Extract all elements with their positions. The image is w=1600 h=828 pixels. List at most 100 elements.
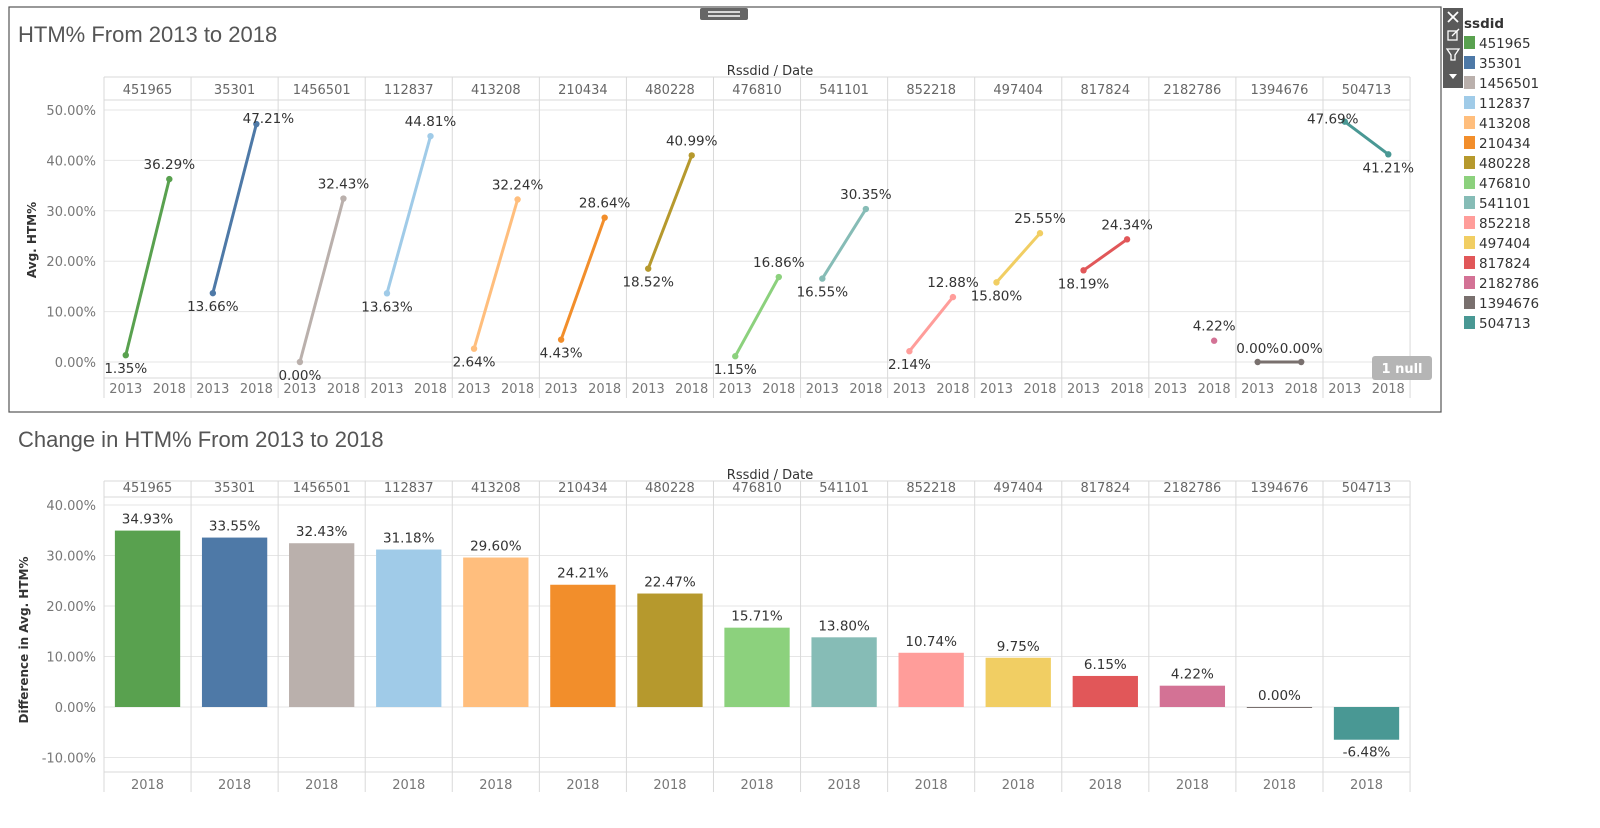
- series-line[interactable]: [124, 178, 171, 356]
- drag-handle[interactable]: [700, 8, 748, 20]
- series-line[interactable]: [472, 199, 520, 350]
- series-line[interactable]: [1082, 238, 1128, 272]
- legend-item[interactable]: 497404: [1464, 236, 1531, 252]
- bar[interactable]: [724, 627, 790, 707]
- legend-item[interactable]: 480228: [1464, 156, 1531, 172]
- data-point[interactable]: [1341, 118, 1348, 125]
- x-tick-label: 2013: [109, 382, 142, 397]
- legend-item[interactable]: 413208: [1464, 116, 1531, 132]
- series-line[interactable]: [733, 276, 781, 357]
- data-point[interactable]: [1036, 230, 1044, 237]
- x-tick-label: 2018: [1285, 382, 1318, 397]
- series-line[interactable]: [211, 123, 258, 294]
- series-line[interactable]: [1343, 120, 1390, 156]
- data-point[interactable]: [470, 345, 478, 352]
- x-tick-label: 2018: [762, 382, 795, 397]
- legend-item[interactable]: 852218: [1464, 216, 1531, 232]
- data-point[interactable]: [1210, 337, 1218, 344]
- data-point[interactable]: [949, 293, 957, 301]
- data-point[interactable]: [644, 265, 652, 272]
- legend-item[interactable]: 2182786: [1464, 276, 1539, 292]
- series-line[interactable]: [298, 198, 345, 363]
- data-point[interactable]: [1385, 151, 1392, 158]
- series-line[interactable]: [646, 154, 694, 270]
- data-label: 18.52%: [622, 275, 674, 291]
- data-point[interactable]: [1080, 267, 1087, 274]
- column-header: 2182786: [1163, 481, 1221, 496]
- data-point[interactable]: [122, 351, 129, 359]
- bar[interactable]: [376, 549, 442, 707]
- data-point[interactable]: [514, 196, 521, 203]
- bar[interactable]: [637, 593, 703, 707]
- data-point[interactable]: [688, 152, 695, 159]
- x-tick-label: 2013: [719, 382, 752, 397]
- close-icon[interactable]: [1447, 11, 1459, 23]
- column-header: 210434: [558, 83, 608, 98]
- data-point[interactable]: [1298, 358, 1305, 366]
- data-point[interactable]: [1123, 236, 1131, 243]
- legend-item[interactable]: 817824: [1464, 256, 1531, 272]
- legend-item[interactable]: 451965: [1464, 36, 1531, 52]
- column-header: 476810: [732, 83, 782, 98]
- bar[interactable]: [463, 557, 529, 707]
- series-line[interactable]: [908, 296, 955, 353]
- legend-item[interactable]: 35301: [1464, 56, 1522, 72]
- data-point[interactable]: [906, 348, 913, 355]
- bar-chart: -10.00% 0.00% 10.00% 20.00% 30.00% 40.00% 4519…: [42, 480, 1411, 793]
- data-point[interactable]: [862, 205, 870, 213]
- legend-swatch: [1464, 296, 1475, 309]
- column-header: 476810: [732, 481, 782, 496]
- data-point[interactable]: [166, 175, 173, 183]
- legend-item[interactable]: 112837: [1464, 96, 1531, 112]
- data-point[interactable]: [993, 279, 1000, 286]
- legend-item[interactable]: 210434: [1464, 136, 1531, 152]
- legend-item[interactable]: 476810: [1464, 176, 1531, 192]
- x-tick-label: 2018: [1111, 382, 1144, 397]
- data-label: 0.00%: [1236, 341, 1279, 357]
- data-point[interactable]: [732, 353, 739, 360]
- bar[interactable]: [289, 543, 355, 707]
- series-line[interactable]: [385, 135, 432, 294]
- legend-item[interactable]: 1394676: [1464, 296, 1539, 312]
- bar[interactable]: [898, 652, 964, 707]
- series-line[interactable]: [821, 208, 868, 280]
- data-point[interactable]: [340, 195, 347, 202]
- y-tick-label: 20.00%: [46, 600, 96, 615]
- legend-label: 1394676: [1479, 296, 1539, 312]
- bar[interactable]: [811, 637, 877, 707]
- data-point[interactable]: [253, 120, 260, 128]
- bar[interactable]: [201, 537, 268, 707]
- data-point[interactable]: [1254, 358, 1261, 366]
- legend-item[interactable]: 504713: [1464, 316, 1531, 332]
- bar[interactable]: [985, 657, 1051, 707]
- data-point[interactable]: [209, 289, 217, 297]
- legend-item[interactable]: 1456501: [1464, 76, 1539, 92]
- data-point[interactable]: [296, 358, 304, 366]
- line-chart-container[interactable]: [8, 6, 1442, 413]
- x-tick-label: 2018: [153, 382, 186, 397]
- x-tick-label: 2018: [849, 382, 882, 397]
- data-point[interactable]: [819, 275, 826, 282]
- data-label: 47.69%: [1307, 112, 1359, 128]
- bar[interactable]: [1333, 707, 1400, 740]
- legend-swatch: [1464, 136, 1475, 149]
- data-point[interactable]: [601, 214, 608, 221]
- popout-icon[interactable]: [1447, 28, 1460, 41]
- bar[interactable]: [1246, 707, 1313, 708]
- bar[interactable]: [550, 584, 616, 707]
- bar[interactable]: [1159, 685, 1226, 707]
- bar[interactable]: [1072, 675, 1138, 707]
- data-point[interactable]: [383, 290, 391, 297]
- legend-item[interactable]: 541101: [1464, 196, 1531, 212]
- series-line[interactable]: [995, 232, 1042, 284]
- legend-swatch: [1464, 76, 1475, 89]
- menu-arrow-icon[interactable]: [1449, 74, 1457, 79]
- column-header: 112837: [384, 481, 434, 496]
- data-point[interactable]: [427, 132, 434, 140]
- series-line[interactable]: [559, 217, 607, 341]
- data-point[interactable]: [775, 273, 782, 281]
- data-point[interactable]: [557, 336, 565, 343]
- filter-icon[interactable]: [1445, 48, 1461, 61]
- null-badge[interactable]: 1 null: [1372, 356, 1432, 380]
- bar[interactable]: [114, 530, 181, 707]
